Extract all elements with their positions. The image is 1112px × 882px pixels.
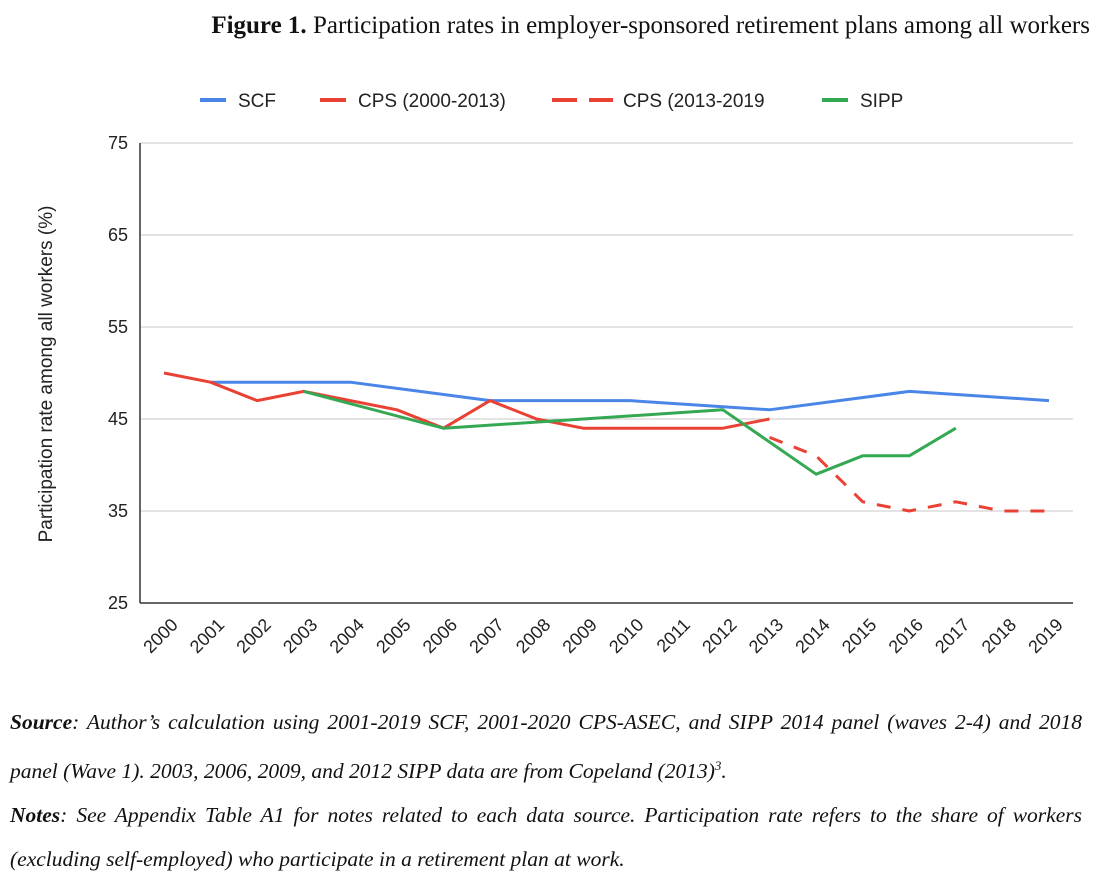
notes-label: Notes (10, 803, 61, 828)
source-footnote: 3 (714, 758, 722, 773)
figure-title-text: Participation rates in employer-sponsore… (312, 12, 1090, 39)
series-line-3 (303, 389, 957, 476)
notes-text: : See Appendix Table A1 for notes relate… (10, 803, 1082, 872)
x-tick-label-2013: 2013 (745, 615, 787, 657)
x-tick-label-2017: 2017 (931, 615, 973, 657)
y-axis-label: Participation rate among all workers (%) (36, 206, 57, 543)
source-text: : Author’s calculation using 2001-2019 S… (10, 710, 1082, 784)
series-lines (163, 371, 1050, 513)
x-tick-label-2018: 2018 (978, 615, 1020, 657)
legend-label-2: CPS (2013-2019 (623, 91, 765, 112)
x-tick-label-2006: 2006 (419, 615, 461, 657)
x-tick-label-2019: 2019 (1024, 615, 1066, 657)
figure-label: Figure 1. (211, 12, 307, 39)
y-tick-label-65: 65 (108, 225, 128, 245)
x-tick-label-2016: 2016 (885, 615, 927, 657)
x-tick-label-2012: 2012 (698, 615, 740, 657)
legend-label-1: CPS (2000-2013) (358, 91, 506, 112)
x-tick-label-2014: 2014 (791, 615, 833, 657)
x-tick-label-2001: 2001 (186, 615, 228, 657)
chart-legend: SCF CPS (2000-2013) CPS (2013-2019 SIPP (200, 91, 903, 112)
x-tick-label-2007: 2007 (465, 615, 507, 657)
y-tick-label-75: 75 (108, 133, 128, 153)
y-tick-label-25: 25 (108, 593, 128, 613)
x-tick-label-2011: 2011 (653, 615, 695, 657)
x-tick-label-2003: 2003 (279, 615, 321, 657)
legend-label-0: SCF (238, 91, 276, 112)
legend-label-3: SIPP (860, 91, 903, 112)
series-line-0 (210, 380, 1050, 412)
x-tick-label-2010: 2010 (605, 615, 647, 657)
gridlines (140, 142, 1073, 512)
y-tick-label-35: 35 (108, 501, 128, 521)
x-tick-label-2004: 2004 (326, 615, 368, 657)
source-label: Source (10, 710, 73, 734)
series-line-2 (768, 436, 1049, 513)
y-axis: 25 35 45 55 65 75 (108, 133, 141, 613)
source-end: . (721, 759, 727, 784)
y-tick-label-55: 55 (108, 317, 128, 337)
y-tick-label-45: 45 (108, 409, 128, 429)
figure-title: Figure 1. Participation rates in employe… (0, 12, 1090, 40)
x-tick-label-2000: 2000 (139, 615, 181, 657)
x-tick-label-2002: 2002 (232, 615, 274, 657)
x-tick-label-2009: 2009 (558, 615, 600, 657)
x-tick-label-2015: 2015 (838, 615, 880, 657)
line-chart: SCF CPS (2000-2013) CPS (2013-2019 SIPP 25 3… (36, 91, 1073, 657)
x-tick-label-2005: 2005 (372, 615, 414, 657)
series-line-1 (163, 371, 770, 430)
figure-notes: Source: Author’s calculation using 2001-… (10, 700, 1082, 881)
x-tick-label-2008: 2008 (512, 615, 554, 657)
x-axis: 2000 2001 2002 2003 2004 2005 2006 2007 2008 2009… (139, 602, 1073, 657)
